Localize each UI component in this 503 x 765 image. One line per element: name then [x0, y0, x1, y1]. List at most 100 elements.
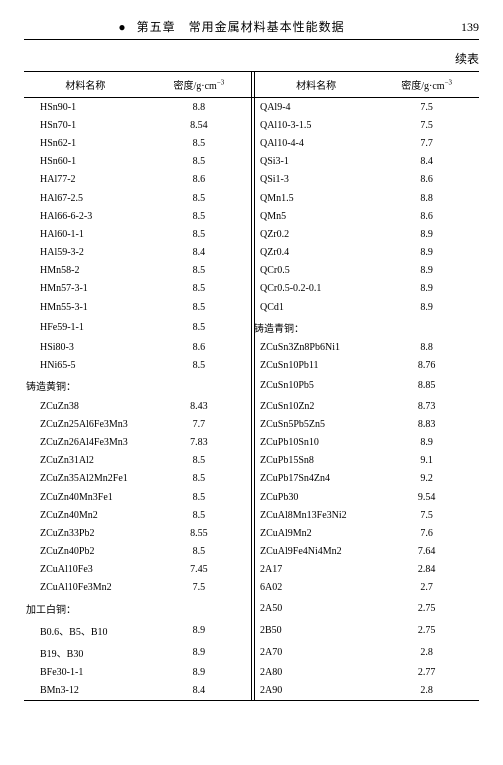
material-name: QCr0.5-0.2-0.1: [251, 280, 374, 298]
material-name: ZCuZn25Al6Fe3Mn3: [24, 415, 147, 433]
table-row: 铸造黄铜：ZCuSn10Pb58.85: [24, 375, 479, 397]
material-name: HNi65-5: [24, 357, 147, 375]
continuation-label: 续表: [24, 50, 479, 67]
table-row: HSn60-18.5QSi3-18.4: [24, 153, 479, 171]
material-density: 8.83: [374, 415, 479, 433]
material-name: HMn55-3-1: [24, 298, 147, 316]
material-name: 2A70: [251, 641, 374, 663]
material-density: [147, 375, 252, 397]
material-density: 8.9: [374, 280, 479, 298]
material-density: 8.5: [147, 262, 252, 280]
material-name: 2A90: [251, 682, 374, 701]
material-density: 8.5: [147, 316, 252, 338]
material-density: 7.5: [374, 116, 479, 134]
material-name: HSn70-1: [24, 116, 147, 134]
material-density: 8.5: [147, 488, 252, 506]
material-section-heading: 铸造黄铜：: [24, 375, 147, 397]
material-name: ZCuZn40Mn3Fe1: [24, 488, 147, 506]
material-name: 2A80: [251, 664, 374, 682]
table-row: ZCuAl10Fe3Mn27.56A022.7: [24, 579, 479, 597]
material-density: 9.2: [374, 470, 479, 488]
material-name: HAl59-3-2: [24, 244, 147, 262]
material-density: 2.7: [374, 579, 479, 597]
table-row: ZCuZn40Mn3Fe18.5ZCuPb309.54: [24, 488, 479, 506]
chapter-title: ● 第五章 常用金属材料基本性能数据: [24, 18, 439, 35]
material-density: 2.8: [374, 641, 479, 663]
table-row: ZCuZn33Pb28.55ZCuAl9Mn27.6: [24, 524, 479, 542]
material-density: 8.73: [374, 397, 479, 415]
col-density-left: 密度/g·cm−3: [147, 72, 252, 98]
material-density: 8.5: [147, 543, 252, 561]
material-section-heading: 加工白铜：: [24, 597, 147, 619]
material-density: 7.7: [374, 134, 479, 152]
material-density: 8.5: [147, 298, 252, 316]
material-density: 8.6: [374, 207, 479, 225]
material-name: B19、B30: [24, 641, 147, 663]
material-name: ZCuZn38: [24, 397, 147, 415]
material-density: 7.7: [147, 415, 252, 433]
table-row: B0.6、B5、B108.92B502.75: [24, 619, 479, 641]
material-density: 8.9: [147, 619, 252, 641]
material-density: 7.5: [147, 579, 252, 597]
material-name: HSi80-3: [24, 338, 147, 356]
col-density-right: 密度/g·cm−3: [374, 72, 479, 98]
material-name: BMn3-12: [24, 682, 147, 701]
material-name: QZr0.4: [251, 244, 374, 262]
bullet-icon: ●: [118, 20, 126, 34]
material-name: ZCuPb10Sn10: [251, 433, 374, 451]
material-density: 8.6: [147, 338, 252, 356]
material-name: ZCuAl9Mn2: [251, 524, 374, 542]
material-density: 7.83: [147, 433, 252, 451]
material-name: HMn57-3-1: [24, 280, 147, 298]
material-name: 2A17: [251, 561, 374, 579]
page-number: 139: [439, 20, 479, 35]
material-density: 8.5: [147, 207, 252, 225]
material-density: 8.55: [147, 524, 252, 542]
material-name: ZCuZn33Pb2: [24, 524, 147, 542]
material-density: 8.5: [147, 280, 252, 298]
col-name-right: 材料名称: [251, 72, 374, 98]
material-density: 8.9: [374, 244, 479, 262]
material-density: 8.9: [147, 664, 252, 682]
table-row: ZCuZn26Al4Fe3Mn37.83ZCuPb10Sn108.9: [24, 433, 479, 451]
material-name: QZr0.2: [251, 225, 374, 243]
table-row: ZCuZn40Pb28.5ZCuAl9Fe4Ni4Mn27.64: [24, 543, 479, 561]
material-name: HAl66-6-2-3: [24, 207, 147, 225]
table-row: HMn57-3-18.5QCr0.5-0.2-0.18.9: [24, 280, 479, 298]
material-density: [147, 597, 252, 619]
material-density: 7.5: [374, 98, 479, 117]
material-name: HSn62-1: [24, 134, 147, 152]
material-density: [374, 316, 479, 338]
table-row: HMn58-28.5QCr0.58.9: [24, 262, 479, 280]
material-name: HFe59-1-1: [24, 316, 147, 338]
material-density: 2.84: [374, 561, 479, 579]
material-density: 2.8: [374, 682, 479, 701]
material-name: HAl67-2.5: [24, 189, 147, 207]
table-row: HFe59-1-18.5铸造青铜：: [24, 316, 479, 338]
material-name: HSn90-1: [24, 98, 147, 117]
material-name: QSi1-3: [251, 171, 374, 189]
material-name: ZCuSn3Zn8Pb6Ni1: [251, 338, 374, 356]
table-row: ZCuAl10Fe37.452A172.84: [24, 561, 479, 579]
material-density: 8.4: [374, 153, 479, 171]
material-density: 8.43: [147, 397, 252, 415]
table-row: HMn55-3-18.5QCd18.9: [24, 298, 479, 316]
material-name: QCd1: [251, 298, 374, 316]
material-name: BFe30-1-1: [24, 664, 147, 682]
material-density: 8.5: [147, 134, 252, 152]
material-name: HAl77-2: [24, 171, 147, 189]
material-density: 7.45: [147, 561, 252, 579]
material-density: 8.5: [147, 452, 252, 470]
material-density: 8.5: [147, 153, 252, 171]
material-density: 8.9: [374, 262, 479, 280]
material-density: 8.9: [374, 225, 479, 243]
table-row: 加工白铜：2A502.75: [24, 597, 479, 619]
material-density: 8.8: [147, 98, 252, 117]
material-name: ZCuZn40Pb2: [24, 543, 147, 561]
material-density: 8.5: [147, 225, 252, 243]
material-name: 2B50: [251, 619, 374, 641]
material-density: 2.75: [374, 619, 479, 641]
material-name: HSn60-1: [24, 153, 147, 171]
material-density: 8.8: [374, 338, 479, 356]
material-density: 2.75: [374, 597, 479, 619]
